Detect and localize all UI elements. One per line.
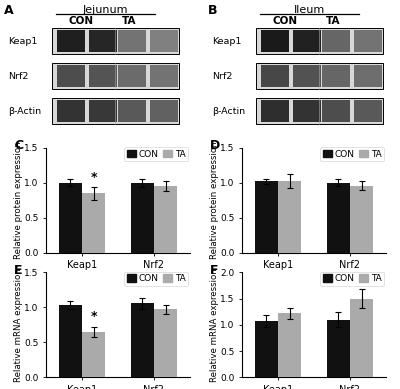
Bar: [82, 193, 105, 253]
Text: Nrf2: Nrf2: [212, 72, 232, 81]
Text: *: *: [90, 170, 97, 184]
Text: Jejunum: Jejunum: [82, 5, 128, 15]
Text: Ileum: Ileum: [294, 5, 325, 15]
Text: F: F: [210, 264, 219, 277]
Bar: [278, 181, 301, 253]
Legend: CON, TA: CON, TA: [124, 272, 188, 286]
Text: Keap1: Keap1: [8, 37, 37, 46]
Bar: [293, 100, 320, 122]
Text: *: *: [90, 310, 97, 323]
Bar: [57, 65, 85, 87]
Bar: [131, 183, 154, 253]
Bar: [354, 30, 382, 52]
Bar: [261, 30, 289, 52]
Bar: [261, 65, 289, 87]
Bar: [256, 28, 383, 54]
Bar: [59, 305, 82, 377]
Bar: [118, 100, 146, 122]
Bar: [354, 100, 382, 122]
Text: β-Actin: β-Actin: [8, 107, 41, 116]
Bar: [118, 30, 146, 52]
Text: C: C: [14, 139, 24, 152]
Bar: [255, 181, 278, 253]
Bar: [150, 65, 178, 87]
Bar: [52, 63, 179, 89]
Text: Nrf2: Nrf2: [8, 72, 28, 81]
Bar: [350, 186, 373, 253]
Bar: [256, 63, 383, 89]
Text: B: B: [208, 4, 218, 17]
Legend: CON, TA: CON, TA: [124, 147, 188, 161]
Y-axis label: Relative mRNA expression: Relative mRNA expression: [210, 268, 218, 382]
Text: CON: CON: [273, 16, 298, 26]
Bar: [57, 100, 85, 122]
Bar: [131, 303, 154, 377]
Y-axis label: Relative protein expression: Relative protein expression: [14, 142, 22, 259]
Bar: [261, 100, 289, 122]
Bar: [293, 30, 320, 52]
Bar: [255, 321, 278, 377]
Bar: [154, 186, 177, 253]
Bar: [278, 313, 301, 377]
Bar: [327, 183, 350, 253]
Bar: [57, 30, 85, 52]
Bar: [350, 299, 373, 377]
X-axis label: Jejunum: Jejunum: [93, 273, 143, 283]
Y-axis label: Relative protein expression: Relative protein expression: [210, 142, 218, 259]
Bar: [154, 309, 177, 377]
Bar: [293, 65, 320, 87]
Text: Keap1: Keap1: [212, 37, 241, 46]
Text: E: E: [14, 264, 23, 277]
Legend: CON, TA: CON, TA: [320, 272, 384, 286]
Bar: [322, 100, 350, 122]
Text: D: D: [210, 139, 220, 152]
Text: TA: TA: [326, 16, 340, 26]
Y-axis label: Relative mRNA expression: Relative mRNA expression: [14, 268, 22, 382]
Bar: [322, 30, 350, 52]
Legend: CON, TA: CON, TA: [320, 147, 384, 161]
Bar: [89, 100, 116, 122]
Bar: [327, 320, 350, 377]
Bar: [150, 30, 178, 52]
Bar: [59, 183, 82, 253]
Bar: [52, 98, 179, 124]
Text: CON: CON: [69, 16, 94, 26]
Bar: [150, 100, 178, 122]
Bar: [354, 65, 382, 87]
Bar: [89, 30, 116, 52]
Text: β-Actin: β-Actin: [212, 107, 245, 116]
Text: TA: TA: [122, 16, 136, 26]
Bar: [322, 65, 350, 87]
X-axis label: Ileum: Ileum: [297, 273, 331, 283]
Bar: [256, 98, 383, 124]
Bar: [52, 28, 179, 54]
Bar: [89, 65, 116, 87]
Bar: [82, 332, 105, 377]
Bar: [118, 65, 146, 87]
Text: A: A: [4, 4, 14, 17]
